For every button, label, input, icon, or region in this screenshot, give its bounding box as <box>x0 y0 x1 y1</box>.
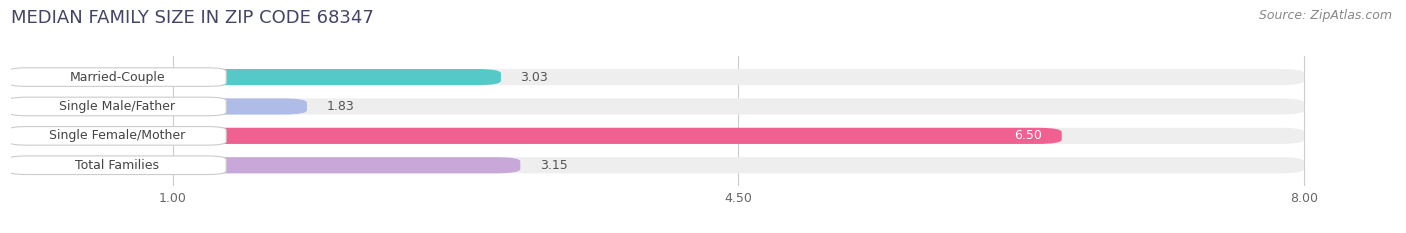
FancyBboxPatch shape <box>11 128 1305 144</box>
FancyBboxPatch shape <box>11 98 307 115</box>
Text: 3.15: 3.15 <box>540 159 568 172</box>
Text: Source: ZipAtlas.com: Source: ZipAtlas.com <box>1258 9 1392 22</box>
FancyBboxPatch shape <box>11 69 1305 85</box>
Text: Total Families: Total Families <box>75 159 159 172</box>
FancyBboxPatch shape <box>11 128 1062 144</box>
Text: MEDIAN FAMILY SIZE IN ZIP CODE 68347: MEDIAN FAMILY SIZE IN ZIP CODE 68347 <box>11 9 374 27</box>
Text: 1.83: 1.83 <box>326 100 354 113</box>
Text: 3.03: 3.03 <box>520 71 548 84</box>
FancyBboxPatch shape <box>8 68 226 86</box>
Text: Single Female/Mother: Single Female/Mother <box>49 129 186 142</box>
Text: 6.50: 6.50 <box>1014 129 1042 142</box>
FancyBboxPatch shape <box>8 97 226 116</box>
FancyBboxPatch shape <box>8 127 226 145</box>
Text: Married-Couple: Married-Couple <box>69 71 165 84</box>
FancyBboxPatch shape <box>11 157 520 173</box>
FancyBboxPatch shape <box>11 69 501 85</box>
Text: Single Male/Father: Single Male/Father <box>59 100 176 113</box>
FancyBboxPatch shape <box>11 157 1305 173</box>
FancyBboxPatch shape <box>11 98 1305 115</box>
FancyBboxPatch shape <box>8 156 226 175</box>
